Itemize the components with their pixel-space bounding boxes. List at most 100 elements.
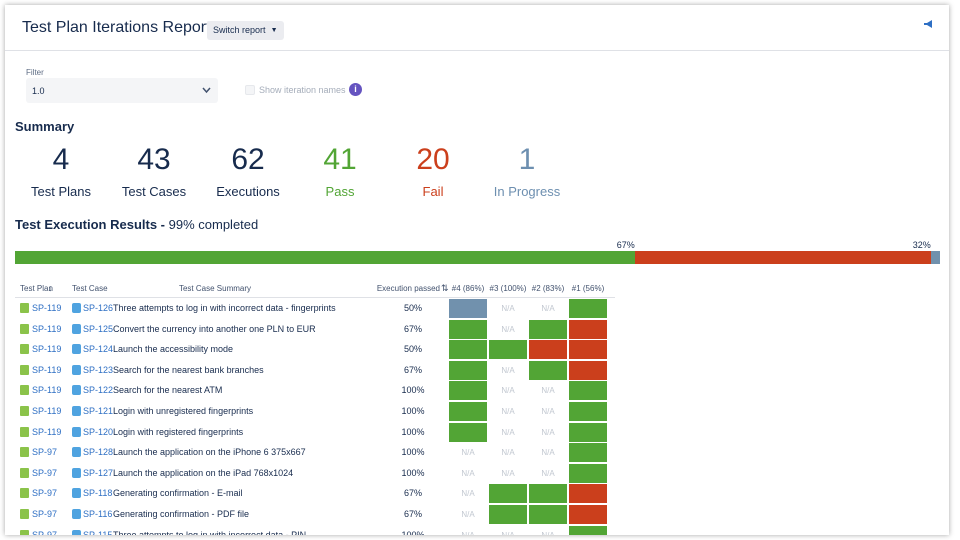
iteration-status[interactable] xyxy=(569,505,607,524)
sort-icon[interactable]: ↓ xyxy=(48,283,53,293)
iteration-status[interactable] xyxy=(449,381,487,401)
column-header[interactable]: Test Plan xyxy=(20,284,53,293)
execution-passed: 50% xyxy=(403,303,422,313)
execution-passed: 100% xyxy=(401,406,425,416)
column-header[interactable]: #4 (86%) xyxy=(451,284,485,293)
case-icon xyxy=(72,344,81,355)
iteration-status[interactable] xyxy=(449,402,487,421)
iteration-status[interactable] xyxy=(449,299,487,318)
iteration-status[interactable] xyxy=(569,402,607,421)
filter-select[interactable]: 1.0 xyxy=(26,78,218,103)
case-icon xyxy=(72,529,81,535)
stat-label: Test Cases xyxy=(121,184,187,199)
test-case-link[interactable]: SP-127 xyxy=(83,467,114,478)
iteration-status[interactable] xyxy=(529,360,567,380)
plan-icon xyxy=(20,344,29,355)
test-plan-link[interactable]: SP-97 xyxy=(32,467,58,478)
test-case-link[interactable]: SP-128 xyxy=(83,447,114,458)
iteration-status[interactable] xyxy=(529,340,567,360)
test-case-link[interactable]: SP-118 xyxy=(83,488,113,499)
test-case-summary: Generating confirmation - PDF file xyxy=(113,509,250,519)
iteration-status[interactable] xyxy=(529,319,567,339)
checkbox-label: Show iteration names xyxy=(259,85,346,95)
column-header[interactable]: Test Case xyxy=(72,284,108,293)
iteration-status[interactable] xyxy=(489,340,527,360)
test-plan-link[interactable]: SP-119 xyxy=(32,323,62,334)
iteration-status[interactable] xyxy=(529,505,567,524)
test-plan-link[interactable]: SP-97 xyxy=(32,447,58,458)
stat-label: Test Plans xyxy=(31,184,91,199)
test-case-link[interactable]: SP-116 xyxy=(83,509,113,519)
test-plan-link[interactable]: SP-97 xyxy=(32,509,58,519)
test-case-link[interactable]: SP-122 xyxy=(83,385,114,396)
test-plan-link[interactable]: SP-119 xyxy=(32,406,62,416)
iteration-status[interactable] xyxy=(569,299,607,318)
iteration-na: N/A xyxy=(501,427,515,437)
filter-value: 1.0 xyxy=(32,86,45,96)
test-case-summary: Search for the nearest bank branches xyxy=(113,364,264,375)
iteration-status[interactable] xyxy=(569,319,607,339)
iteration-na: N/A xyxy=(529,531,567,535)
checkbox[interactable] xyxy=(245,85,255,95)
announce-icon[interactable] xyxy=(923,19,935,29)
test-plan-link[interactable]: SP-119 xyxy=(32,364,62,375)
iteration-status[interactable] xyxy=(529,484,567,504)
execution-passed: 100% xyxy=(401,385,425,396)
iteration-status[interactable] xyxy=(569,340,607,360)
test-case-summary: Search for the nearest ATM xyxy=(113,385,223,396)
iteration-status[interactable] xyxy=(569,443,607,463)
test-case-summary: Login with registered fingerprints xyxy=(113,426,244,437)
test-plan-link[interactable]: SP-119 xyxy=(32,303,62,313)
test-plan-link[interactable]: SP-97 xyxy=(32,529,58,535)
sort-icon[interactable]: ⇅ xyxy=(441,283,449,293)
stat-value: 41 xyxy=(323,143,357,176)
iteration-na: N/A xyxy=(489,531,527,535)
iteration-status[interactable] xyxy=(569,525,607,535)
test-plan-link[interactable]: SP-119 xyxy=(32,426,62,437)
iteration-status[interactable] xyxy=(569,463,607,483)
test-case-link[interactable]: SP-120 xyxy=(83,426,114,437)
chevron-icon xyxy=(202,87,211,94)
test-case-link[interactable]: SP-123 xyxy=(83,364,114,375)
progress-segment xyxy=(15,251,635,264)
test-case-link[interactable]: SP-121 xyxy=(83,406,114,416)
case-icon xyxy=(72,303,81,313)
stat-label: In Progress xyxy=(493,184,561,199)
execution-passed: 67% xyxy=(403,364,422,375)
iteration-status[interactable] xyxy=(569,422,607,442)
page-title: Test Plan Iterations Report xyxy=(22,19,211,36)
column-header[interactable]: Test Case Summary xyxy=(178,284,252,293)
case-icon xyxy=(72,488,81,499)
column-header[interactable]: #1 (56%) xyxy=(571,284,605,293)
iteration-status[interactable] xyxy=(489,505,527,524)
execution-passed: 50% xyxy=(403,344,422,355)
test-case-summary: Convert the currency into another one PL… xyxy=(113,323,316,334)
column-header[interactable]: #3 (100%) xyxy=(489,284,527,293)
test-case-link[interactable]: SP-115 xyxy=(83,529,113,535)
test-case-link[interactable]: SP-125 xyxy=(83,323,114,334)
execution-passed: 67% xyxy=(403,509,422,519)
iteration-status[interactable] xyxy=(569,484,607,504)
iteration-status[interactable] xyxy=(449,319,487,339)
iteration-status[interactable] xyxy=(489,484,527,504)
execution-passed: 67% xyxy=(403,488,422,499)
test-plan-link[interactable]: SP-119 xyxy=(32,344,62,355)
test-plan-link[interactable]: SP-119 xyxy=(32,385,62,396)
iteration-status[interactable] xyxy=(569,360,607,380)
test-case-link[interactable]: SP-126 xyxy=(83,303,114,313)
case-icon xyxy=(72,323,81,334)
test-case-summary: Three attempts to log in with incorrect … xyxy=(113,529,307,535)
plan-icon xyxy=(20,364,29,375)
iteration-status[interactable] xyxy=(569,381,607,401)
info-icon[interactable]: i xyxy=(349,83,362,96)
column-header[interactable]: #2 (83%) xyxy=(531,284,565,293)
chevron-icon: ▼ xyxy=(270,27,278,34)
iteration-status[interactable] xyxy=(449,340,487,360)
iteration-status[interactable] xyxy=(449,360,487,380)
test-plan-link[interactable]: SP-97 xyxy=(32,488,58,499)
switch-report-button[interactable]: Switch report ▼ xyxy=(207,21,284,40)
test-case-link[interactable]: SP-124 xyxy=(83,344,114,355)
column-header[interactable]: Execution passed xyxy=(376,284,440,293)
iteration-status[interactable] xyxy=(449,422,487,442)
stat-value: 20 xyxy=(416,143,450,176)
